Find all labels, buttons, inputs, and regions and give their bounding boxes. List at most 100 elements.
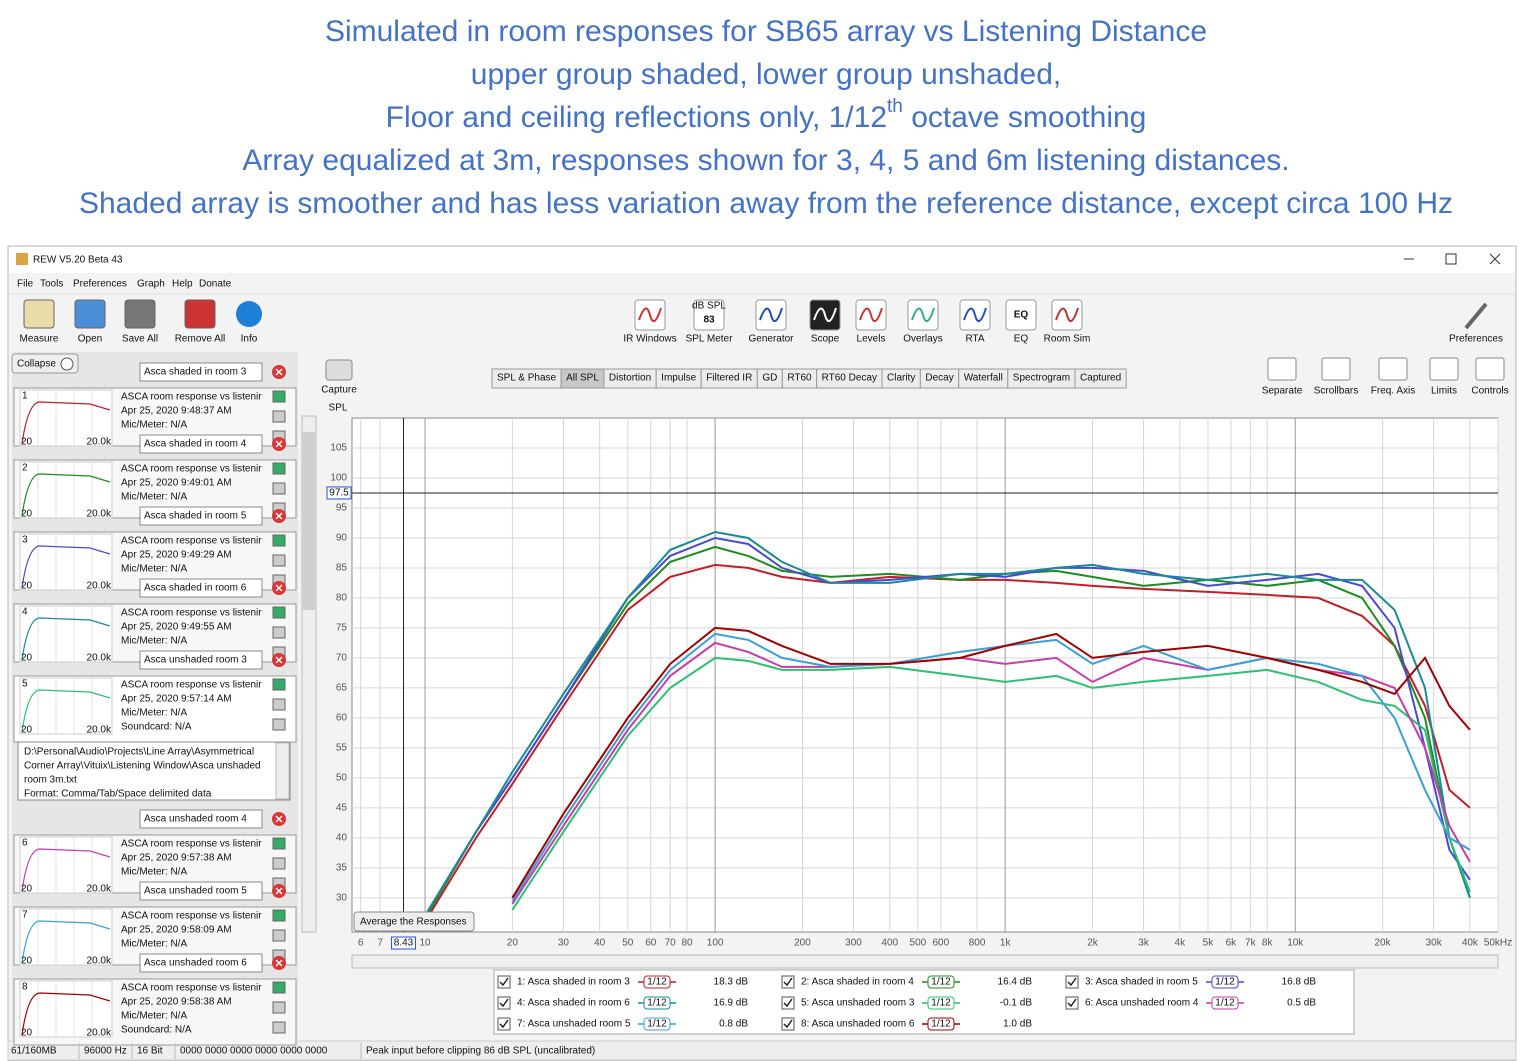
measurement-action[interactable] <box>272 857 286 870</box>
measurement-name[interactable]: Asca shaded in room 3 <box>144 367 247 378</box>
measurement-action[interactable] <box>272 606 286 619</box>
graph-tool-label[interactable]: Separate <box>1262 386 1303 397</box>
tool-label[interactable]: Generator <box>748 334 794 345</box>
menu-item[interactable]: Help <box>172 279 193 290</box>
maximize-button[interactable] <box>1445 253 1457 265</box>
tool-label[interactable]: Scope <box>811 334 840 345</box>
measurement-action[interactable] <box>272 462 286 475</box>
graph-tool-icon[interactable] <box>1475 357 1505 381</box>
tab-label[interactable]: Distortion <box>609 373 651 384</box>
measurement-action[interactable] <box>272 554 286 567</box>
smoothing-box[interactable] <box>927 975 955 989</box>
tool-icon[interactable] <box>184 299 216 329</box>
name-box[interactable] <box>139 953 263 973</box>
measurement-name[interactable]: Asca unshaded room 4 <box>144 814 247 825</box>
measurement-action[interactable] <box>272 482 286 495</box>
tool-label[interactable]: SPL Meter <box>686 334 734 345</box>
measurement-action[interactable] <box>272 534 286 547</box>
tool-icon[interactable] <box>74 299 106 329</box>
collapse-button[interactable] <box>11 353 79 374</box>
menu-item[interactable]: Preferences <box>73 279 127 290</box>
measurement-name[interactable]: Asca shaded in room 4 <box>144 439 247 450</box>
tab-label[interactable]: RT60 Decay <box>822 373 877 384</box>
tab-label[interactable]: Clarity <box>887 373 915 384</box>
tool-label[interactable]: Open <box>78 334 102 345</box>
tab-label[interactable]: Filtered IR <box>706 373 752 384</box>
legend-checkbox[interactable] <box>781 1017 795 1031</box>
tab-label[interactable]: Spectrogram <box>1013 373 1070 384</box>
measurement-action[interactable] <box>272 626 286 639</box>
smoothing-box[interactable] <box>1211 996 1239 1010</box>
tool-label[interactable]: Save All <box>122 334 158 345</box>
graph-tool-label[interactable]: Limits <box>1431 386 1457 397</box>
menu-item[interactable]: File <box>17 279 34 290</box>
tool-icon[interactable] <box>1005 299 1037 331</box>
measurement-action[interactable] <box>272 410 286 423</box>
measurement-action[interactable] <box>272 837 286 850</box>
smoothing-box[interactable] <box>643 1017 671 1031</box>
capture-label[interactable]: Capture <box>321 385 357 396</box>
notes-scrollbar[interactable] <box>275 742 290 800</box>
smoothing-box[interactable] <box>643 996 671 1010</box>
name-box[interactable] <box>139 506 263 526</box>
tool-icon[interactable] <box>1464 302 1488 330</box>
tool-icon[interactable] <box>23 299 55 329</box>
measurement-action[interactable] <box>272 678 286 691</box>
name-box[interactable] <box>139 362 263 382</box>
tool-label[interactable]: Measure <box>20 334 59 345</box>
tool-label[interactable]: Room Sim <box>1044 334 1091 345</box>
measurement-name[interactable]: Asca unshaded room 3 <box>144 655 247 666</box>
legend-checkbox[interactable] <box>497 996 511 1010</box>
menu-item[interactable]: Donate <box>199 279 232 290</box>
legend-checkbox[interactable] <box>497 975 511 989</box>
name-box[interactable] <box>139 578 263 598</box>
tool-label[interactable]: Info <box>241 334 258 345</box>
tool-label[interactable]: Levels <box>857 334 886 345</box>
tab-label[interactable]: RT60 <box>787 373 812 384</box>
tool-label[interactable]: IR Windows <box>623 334 676 345</box>
name-box[interactable] <box>139 650 263 670</box>
smoothing-box[interactable] <box>927 1017 955 1031</box>
tab-label[interactable]: GD <box>762 373 777 384</box>
measurement-name[interactable]: Asca shaded in room 6 <box>144 583 247 594</box>
graph-tool-icon[interactable] <box>1429 357 1459 381</box>
tab-label[interactable]: Waterfall <box>964 373 1003 384</box>
tab-label[interactable]: Captured <box>1080 373 1121 384</box>
smoothing-box[interactable] <box>643 975 671 989</box>
menu-item[interactable]: Graph <box>137 279 165 290</box>
tab-label[interactable]: Decay <box>925 373 953 384</box>
measurement-action[interactable] <box>272 981 286 994</box>
measurement-action[interactable] <box>272 718 286 731</box>
tab-label[interactable]: SPL & Phase <box>497 373 557 384</box>
average-button[interactable] <box>353 911 475 932</box>
measurement-action[interactable] <box>272 1021 286 1034</box>
measurement-name[interactable]: Asca shaded in room 5 <box>144 511 247 522</box>
measurement-action[interactable] <box>272 929 286 942</box>
graph-tool-label[interactable]: Scrollbars <box>1314 386 1358 397</box>
measurement-action[interactable] <box>272 909 286 922</box>
tool-label[interactable]: Overlays <box>903 334 942 345</box>
average-button-label[interactable]: Average the Responses <box>360 917 467 928</box>
measurement-name[interactable]: Asca unshaded room 5 <box>144 886 247 897</box>
smoothing-box[interactable] <box>927 996 955 1010</box>
tool-label[interactable]: Preferences <box>1449 334 1503 345</box>
legend-checkbox[interactable] <box>1065 996 1079 1010</box>
legend-checkbox[interactable] <box>781 996 795 1010</box>
tool-label[interactable]: RTA <box>965 334 984 345</box>
graph-tool-label[interactable]: Controls <box>1471 386 1508 397</box>
name-box[interactable] <box>139 809 263 829</box>
legend-checkbox[interactable] <box>781 975 795 989</box>
tool-label[interactable]: Remove All <box>175 334 226 345</box>
legend-checkbox[interactable] <box>1065 975 1079 989</box>
name-box[interactable] <box>139 881 263 901</box>
tab-label[interactable]: All SPL <box>566 373 599 384</box>
tab-label[interactable]: Impulse <box>661 373 696 384</box>
graph-tool-icon[interactable] <box>1378 357 1408 381</box>
measurement-action[interactable] <box>272 698 286 711</box>
tool-icon[interactable] <box>693 299 725 331</box>
menu-item[interactable]: Tools <box>40 279 63 290</box>
graph-tool-label[interactable]: Freq. Axis <box>1371 386 1415 397</box>
tool-icon[interactable] <box>236 301 262 327</box>
measurement-action[interactable] <box>272 1001 286 1014</box>
capture-icon[interactable] <box>325 359 353 381</box>
